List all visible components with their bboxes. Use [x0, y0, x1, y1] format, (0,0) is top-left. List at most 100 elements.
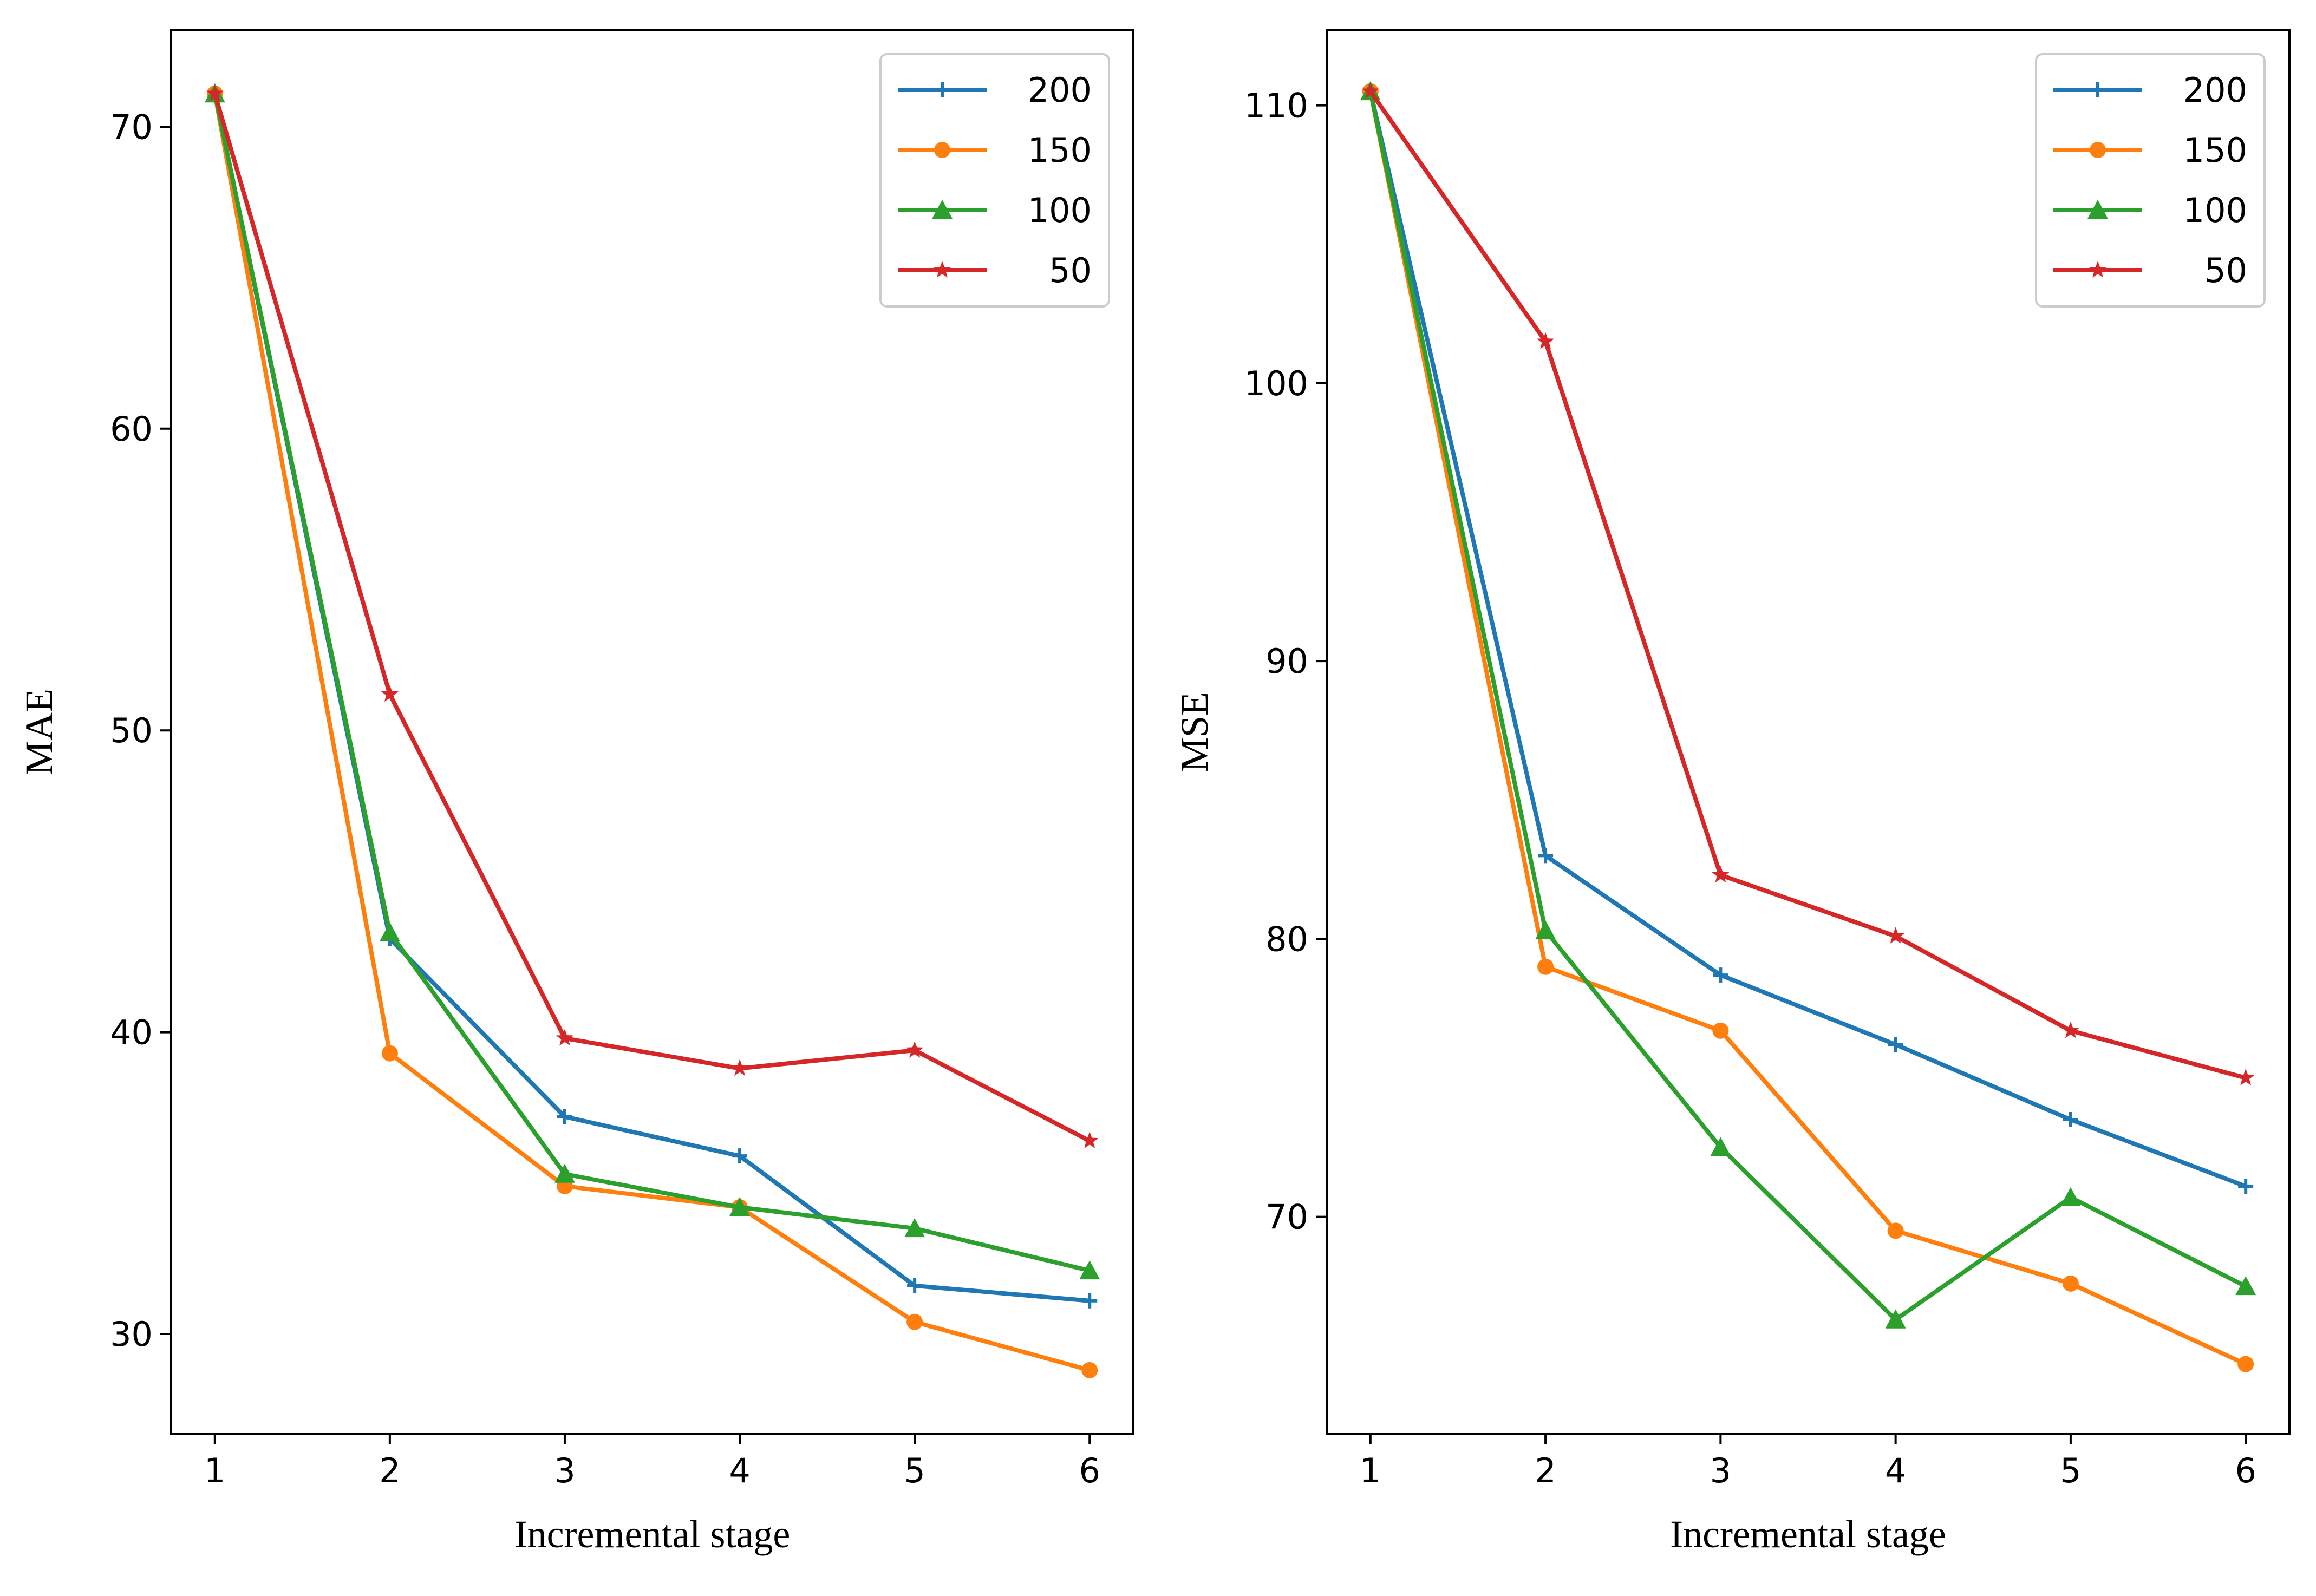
data-point-100 [1710, 1137, 1731, 1156]
data-point-100 [2060, 1187, 2081, 1206]
series-line-150 [212, 93, 1091, 1372]
data-point-50 [2237, 1069, 2255, 1085]
legend-marker-50 [2089, 261, 2107, 278]
legend-box [879, 53, 1110, 308]
data-point-100 [904, 1218, 925, 1238]
mse-chart: 1 2 3 4 5 6 70 80 90 100 110 Incremental stage MSE 20… [1173, 29, 2291, 1556]
legend-label: 150 [2183, 130, 2247, 170]
data-point-50 [556, 1029, 574, 1046]
x-tick-label: 2 [379, 1451, 400, 1490]
data-point-100 [554, 1163, 575, 1183]
data-point-50 [730, 1059, 749, 1076]
data-point-200 [732, 1148, 748, 1164]
legend-label: 50 [2204, 251, 2247, 290]
plot-frame [1326, 29, 2291, 1435]
data-point-50 [1712, 866, 1730, 883]
data-point-100 [379, 922, 400, 941]
legend-marker-200 [935, 82, 950, 97]
data-point-100 [1885, 1309, 1906, 1329]
x-tick-label: 3 [1710, 1451, 1731, 1490]
x-tick-label: 2 [1535, 1451, 1556, 1490]
data-point-50 [1361, 82, 1379, 99]
legend-marker-150 [2090, 142, 2106, 158]
data-point-200 [557, 1109, 572, 1124]
data-point-100 [2235, 1276, 2256, 1296]
y-tick-label: 30 [110, 1314, 153, 1354]
data-point-50 [1887, 927, 1904, 944]
data-point-200 [1538, 848, 1554, 864]
legend-label: 200 [2183, 70, 2247, 110]
y-axis-title: MSE [1173, 692, 1216, 772]
legend: 200 150 100 50 [879, 53, 1110, 308]
data-point-200 [907, 1278, 923, 1293]
legend-marker-100 [932, 200, 953, 219]
data-point-50 [381, 685, 399, 702]
data-point-50 [1081, 1131, 1099, 1149]
legend-label: 100 [2183, 191, 2247, 230]
x-tick-label: 6 [1079, 1451, 1100, 1490]
x-tick-label: 1 [204, 1451, 225, 1490]
data-point-100 [1079, 1260, 1100, 1280]
data-point-150 [1887, 1222, 1904, 1239]
data-point-50 [905, 1041, 924, 1058]
data-point-200 [1713, 967, 1728, 983]
data-point-150 [2237, 1356, 2254, 1372]
legend-label: 50 [1049, 251, 1092, 290]
x-axis-title: Incremental stage [1670, 1513, 1946, 1556]
series-line-200 [1368, 91, 2247, 1188]
y-tick-label: 70 [1265, 1198, 1308, 1237]
x-tick-label: 4 [1885, 1451, 1906, 1490]
series-50 [1361, 82, 2255, 1085]
y-tick-label: 40 [110, 1013, 153, 1052]
data-point-150 [1712, 1022, 1729, 1039]
y-axis-title: MAE [17, 689, 61, 775]
series-line-50 [1368, 90, 2247, 1080]
plot-frame [170, 29, 1134, 1435]
legend-label: 150 [1028, 130, 1092, 170]
data-point-50 [2061, 1021, 2080, 1038]
series-line-100 [1368, 91, 2247, 1322]
x-tick-label: 1 [1360, 1451, 1381, 1490]
data-point-100 [729, 1196, 751, 1216]
y-tick-label: 80 [1265, 919, 1308, 959]
x-tick-label: 5 [2060, 1451, 2081, 1490]
x-tick-label: 3 [554, 1451, 575, 1490]
mae-chart: 1 2 3 4 5 6 30 40 50 60 70 Incremental stage MAE 200 1… [17, 29, 1134, 1556]
legend-marker-200 [2090, 82, 2105, 97]
x-axis-title: Incremental stage [514, 1513, 791, 1556]
data-point-50 [206, 84, 224, 101]
data-point-100 [1535, 920, 1556, 940]
y-tick-label: 50 [110, 711, 153, 750]
series-line-50 [212, 93, 1091, 1143]
series-50 [206, 84, 1099, 1149]
data-point-150 [381, 1045, 398, 1062]
series-line-100 [212, 93, 1091, 1273]
data-point-50 [1536, 332, 1555, 349]
legend-marker-100 [2087, 200, 2108, 219]
data-point-150 [2062, 1275, 2079, 1292]
y-tick-label: 110 [1244, 86, 1308, 126]
legend-marker-150 [934, 142, 950, 158]
legend-marker-50 [933, 261, 951, 278]
x-tick-label: 6 [2235, 1451, 2256, 1490]
data-point-200 [2238, 1179, 2254, 1194]
legend-label: 100 [1028, 191, 1092, 230]
legend-box [2035, 53, 2266, 308]
legend-label: 200 [1028, 70, 1092, 110]
y-tick-label: 60 [110, 409, 153, 449]
data-point-150 [1537, 958, 1554, 975]
y-tick-label: 100 [1244, 364, 1308, 403]
series-line-150 [1368, 91, 2247, 1366]
data-point-150 [906, 1313, 923, 1330]
data-point-200 [1888, 1037, 1903, 1052]
y-tick-label: 70 [110, 107, 153, 147]
y-tick-label: 90 [1265, 642, 1308, 681]
series-100 [204, 83, 1100, 1280]
data-point-150 [1081, 1362, 1098, 1378]
x-tick-label: 5 [904, 1451, 925, 1490]
data-point-200 [1082, 1293, 1098, 1309]
x-tick-label: 4 [729, 1451, 750, 1490]
legend: 200 150 100 50 [2035, 53, 2266, 308]
